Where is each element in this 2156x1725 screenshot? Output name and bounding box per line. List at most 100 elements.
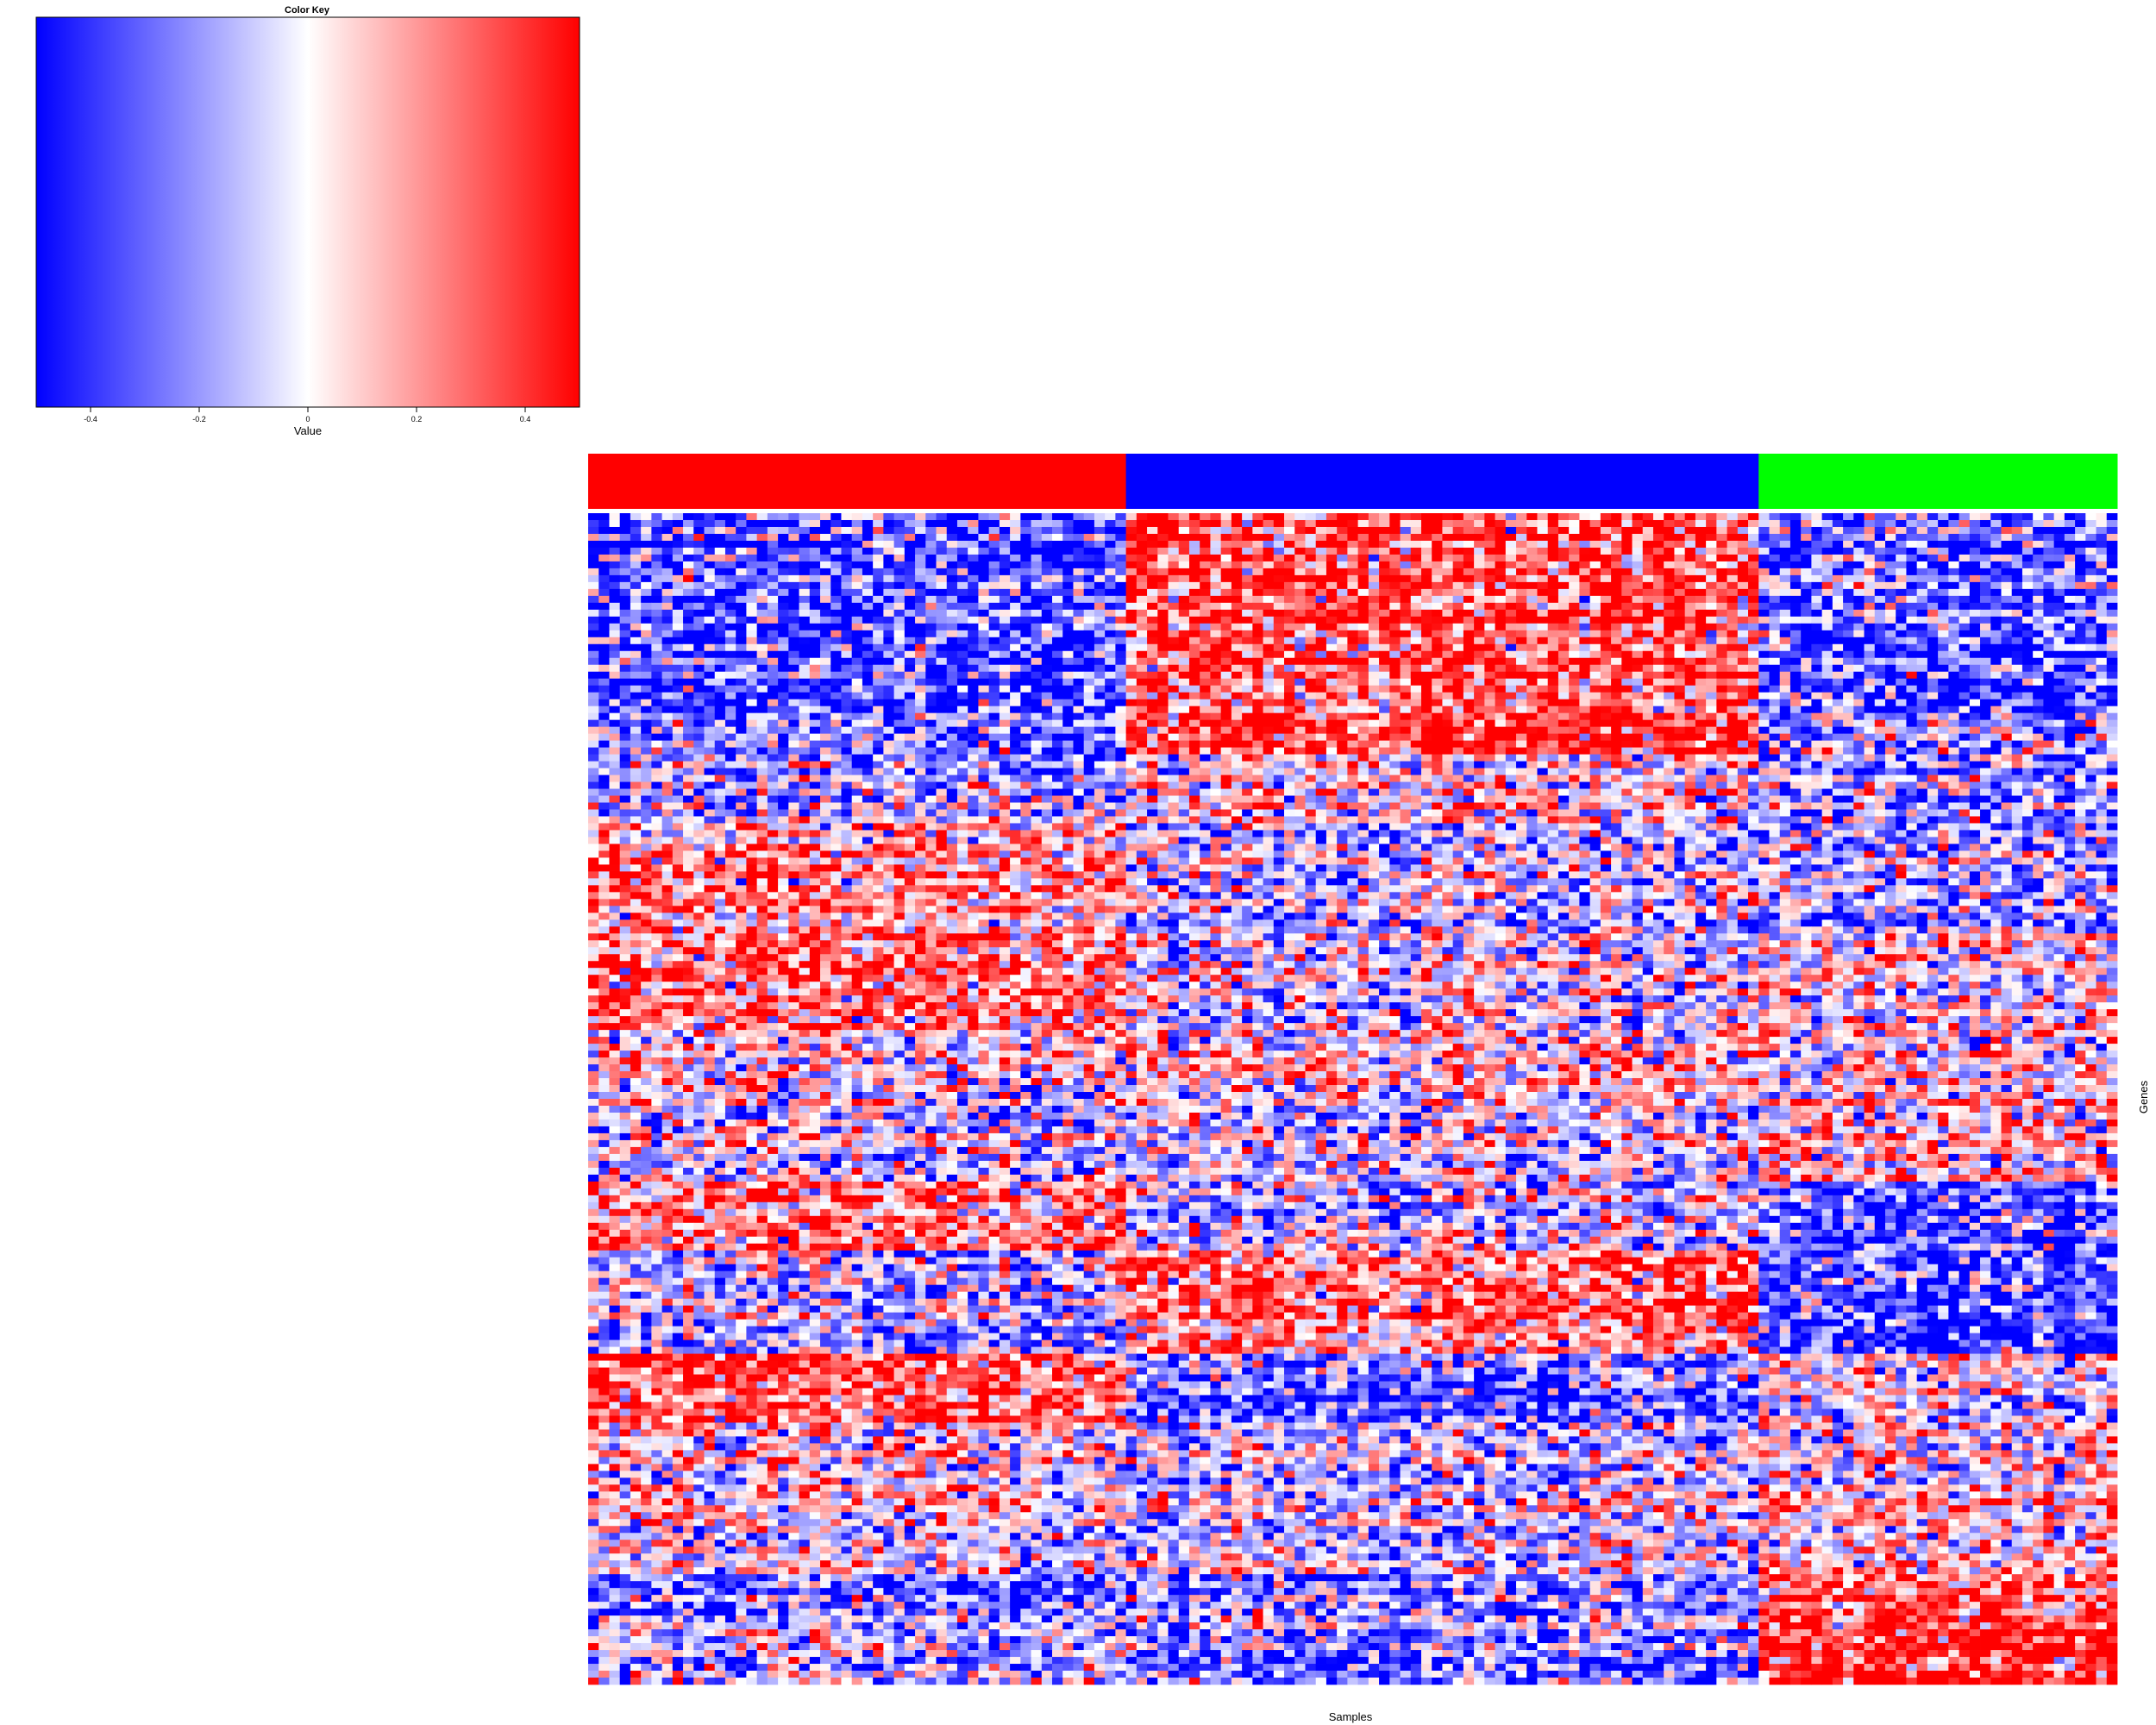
heatmap-cell	[1980, 574, 1991, 583]
heatmap-cell	[2075, 602, 2086, 611]
heatmap-cell	[925, 712, 937, 721]
heatmap-cell	[956, 568, 968, 576]
heatmap-cell	[704, 561, 716, 569]
heatmap-cell	[1811, 726, 1823, 735]
heatmap-cell	[2021, 533, 2034, 542]
heatmap-cell	[978, 623, 990, 631]
heatmap-cell	[2064, 643, 2076, 652]
heatmap-cell	[1642, 595, 1654, 604]
heatmap-cell	[1874, 526, 1886, 535]
heatmap-cell	[1031, 740, 1043, 748]
heatmap-cell	[2033, 561, 2044, 569]
heatmap-cell	[778, 513, 789, 521]
heatmap-cell	[799, 554, 811, 562]
heatmap-cell	[841, 706, 853, 714]
heatmap-cell	[1811, 526, 1823, 535]
heatmap-cell	[936, 692, 948, 700]
heatmap-cell	[767, 540, 779, 549]
heatmap-cell	[1210, 533, 1222, 542]
heatmap-cell	[1273, 588, 1285, 597]
heatmap-cell	[1400, 519, 1412, 528]
heatmap-cell	[1463, 568, 1475, 576]
heatmap-cell	[1948, 533, 1959, 542]
heatmap-cell	[1769, 712, 1781, 721]
heatmap-cell	[1294, 692, 1306, 700]
heatmap-cell	[999, 685, 1011, 693]
heatmap-cell	[1400, 678, 1412, 687]
heatmap-cell	[1052, 719, 1063, 728]
heatmap-cell	[1368, 561, 1380, 569]
heatmap-cell	[799, 637, 811, 645]
heatmap-cell	[1495, 568, 1507, 576]
heatmap-cell	[1463, 740, 1475, 748]
heatmap-cell	[1526, 719, 1538, 728]
heatmap-cell	[1094, 733, 1106, 742]
heatmap-cell	[1579, 671, 1591, 680]
heatmap-cell	[1579, 726, 1591, 735]
heatmap-cell	[978, 547, 990, 555]
heatmap-cell	[630, 671, 642, 680]
heatmap-cell	[1969, 616, 1981, 624]
heatmap-cell	[1178, 574, 1190, 583]
heatmap-cell	[1484, 588, 1495, 597]
heatmap-cell	[809, 712, 821, 721]
heatmap-cell	[915, 643, 926, 652]
heatmap-cell	[1315, 733, 1327, 742]
heatmap-cell	[1379, 733, 1390, 742]
heatmap-cell	[809, 519, 821, 528]
heatmap-cell	[1337, 588, 1348, 597]
heatmap-cell	[1452, 602, 1464, 611]
heatmap-cell	[1579, 712, 1591, 721]
heatmap-cell	[1041, 699, 1053, 707]
heatmap-cell	[1326, 726, 1338, 735]
heatmap-cell	[1178, 692, 1190, 700]
heatmap-cell	[2106, 595, 2118, 604]
heatmap-cell	[1843, 726, 1854, 735]
heatmap-cell	[1579, 595, 1591, 604]
heatmap-cell	[1600, 630, 1612, 638]
heatmap-cell	[1758, 671, 1770, 680]
heatmap-cell	[999, 519, 1011, 528]
heatmap-cell	[1305, 699, 1317, 707]
heatmap-cell	[1263, 513, 1275, 521]
heatmap-cell	[1062, 712, 1074, 721]
heatmap-cell	[1547, 568, 1559, 576]
heatmap-cell	[1020, 554, 1031, 562]
heatmap-cell	[1368, 726, 1380, 735]
heatmap-cell	[925, 519, 937, 528]
heatmap-cell	[956, 706, 968, 714]
heatmap-cell	[619, 733, 631, 742]
heatmap-cell	[736, 533, 747, 542]
heatmap-cell	[1400, 574, 1412, 583]
heatmap-cell	[1368, 554, 1380, 562]
heatmap-cell	[1758, 519, 1770, 528]
heatmap-cell	[1294, 595, 1306, 604]
heatmap-cell	[1031, 692, 1043, 700]
heatmap-cell	[999, 602, 1011, 611]
heatmap-cell	[1811, 685, 1823, 693]
heatmap-cell	[1389, 685, 1401, 693]
heatmap-cell	[851, 588, 863, 597]
heatmap-cell	[714, 554, 726, 562]
heatmap-cell	[1220, 671, 1232, 680]
heatmap-cell	[1938, 595, 1949, 604]
heatmap-cell	[1938, 664, 1949, 673]
heatmap-cell	[1400, 650, 1412, 659]
heatmap-cell	[1495, 526, 1507, 535]
heatmap-cell	[778, 568, 789, 576]
heatmap-cell	[1664, 519, 1675, 528]
heatmap-cell	[756, 547, 768, 555]
heatmap-cell	[1432, 533, 1443, 542]
heatmap-cell	[1188, 574, 1200, 583]
heatmap-cell	[1980, 533, 1991, 542]
heatmap-cell	[799, 706, 811, 714]
heatmap-cell	[641, 595, 652, 604]
heatmap-cell	[1801, 726, 1812, 735]
heatmap-cell	[2085, 740, 2096, 748]
heatmap-cell	[1326, 609, 1338, 618]
heatmap-cell	[1557, 664, 1570, 673]
heatmap-cell	[1990, 623, 2002, 631]
heatmap-cell	[1094, 540, 1106, 549]
heatmap-cell	[1231, 595, 1243, 604]
